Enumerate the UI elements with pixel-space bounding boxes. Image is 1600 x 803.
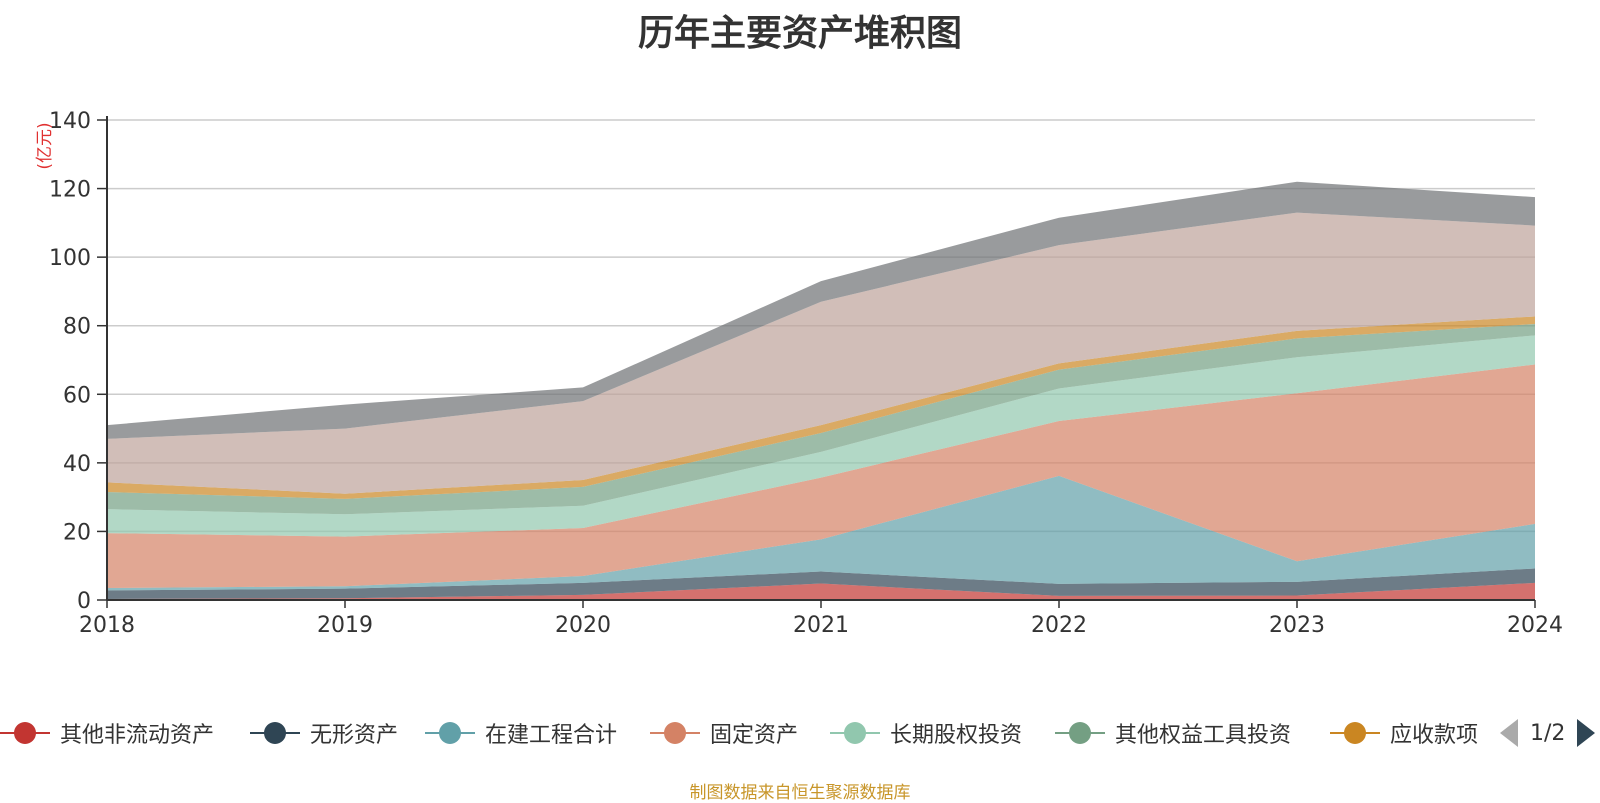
x-tick-label: 2023 [1269, 613, 1325, 638]
legend-item-4[interactable]: 长期股权投资 [830, 713, 1022, 753]
legend-next-page-icon[interactable] [1577, 719, 1596, 747]
x-tick-label: 2022 [1031, 613, 1087, 638]
area-series-8[interactable] [107, 181, 1535, 439]
chart-legend: 其他非流动资产 无形资产 在建工程合计 固定资产 长期股权投资 其他权益工具投资 应收款项 [0, 713, 1600, 753]
x-tick-label: 2020 [555, 613, 611, 638]
legend-label: 长期股权投资 [890, 723, 1023, 748]
y-tick-label: 60 [63, 383, 91, 408]
legend-marker-icon [425, 713, 475, 753]
legend-item-5[interactable]: 其他权益工具投资 [1055, 713, 1291, 753]
legend-item-3[interactable]: 固定资产 [650, 713, 798, 753]
y-axis-unit-label: (亿元) [35, 122, 55, 169]
area-series-2[interactable] [107, 475, 1535, 591]
legend-marker-icon [830, 713, 880, 753]
legend-pager: 1/2 [1500, 713, 1596, 753]
x-tick-label: 2021 [793, 613, 849, 638]
legend-label: 其他非流动资产 [60, 723, 215, 748]
source-note: 制图数据来自恒生聚源数据库 [689, 783, 911, 803]
y-tick-label: 100 [49, 246, 91, 271]
legend-marker-icon [1330, 713, 1380, 753]
y-tick-label: 0 [77, 589, 91, 614]
area-series-7[interactable] [107, 212, 1535, 494]
area-series-3[interactable] [107, 364, 1535, 588]
y-tick-label: 20 [63, 520, 91, 545]
legend-item-1[interactable]: 无形资产 [250, 713, 398, 753]
legend-label: 其他权益工具投资 [1115, 723, 1292, 748]
legend-item-2[interactable]: 在建工程合计 [425, 713, 617, 753]
area-series-5[interactable] [107, 324, 1535, 515]
legend-marker-icon [250, 713, 300, 753]
legend-marker-icon [0, 713, 50, 753]
legend-marker-icon [1055, 713, 1105, 753]
y-tick-label: 80 [63, 315, 91, 340]
y-tick-label: 140 [49, 109, 91, 134]
y-tick-label: 120 [49, 178, 91, 203]
area-series-4[interactable] [107, 335, 1535, 537]
x-tick-label: 2019 [317, 613, 373, 638]
legend-label: 应收款项 [1390, 723, 1479, 748]
chart-title: 历年主要资产堆积图 [637, 13, 962, 54]
legend-item-0[interactable]: 其他非流动资产 [0, 713, 214, 753]
x-tick-label: 2018 [79, 613, 135, 638]
area-series-1[interactable] [107, 568, 1535, 599]
y-tick-label: 40 [63, 452, 91, 477]
legend-page-indicator: 1/2 [1530, 720, 1566, 746]
legend-prev-page-icon[interactable] [1500, 719, 1518, 747]
legend-marker-icon [650, 713, 700, 753]
legend-label: 固定资产 [710, 723, 799, 748]
legend-item-6[interactable]: 应收款项 [1330, 713, 1478, 753]
x-tick-label: 2024 [1507, 613, 1563, 638]
legend-label: 无形资产 [310, 723, 399, 748]
legend-label: 在建工程合计 [485, 723, 618, 748]
